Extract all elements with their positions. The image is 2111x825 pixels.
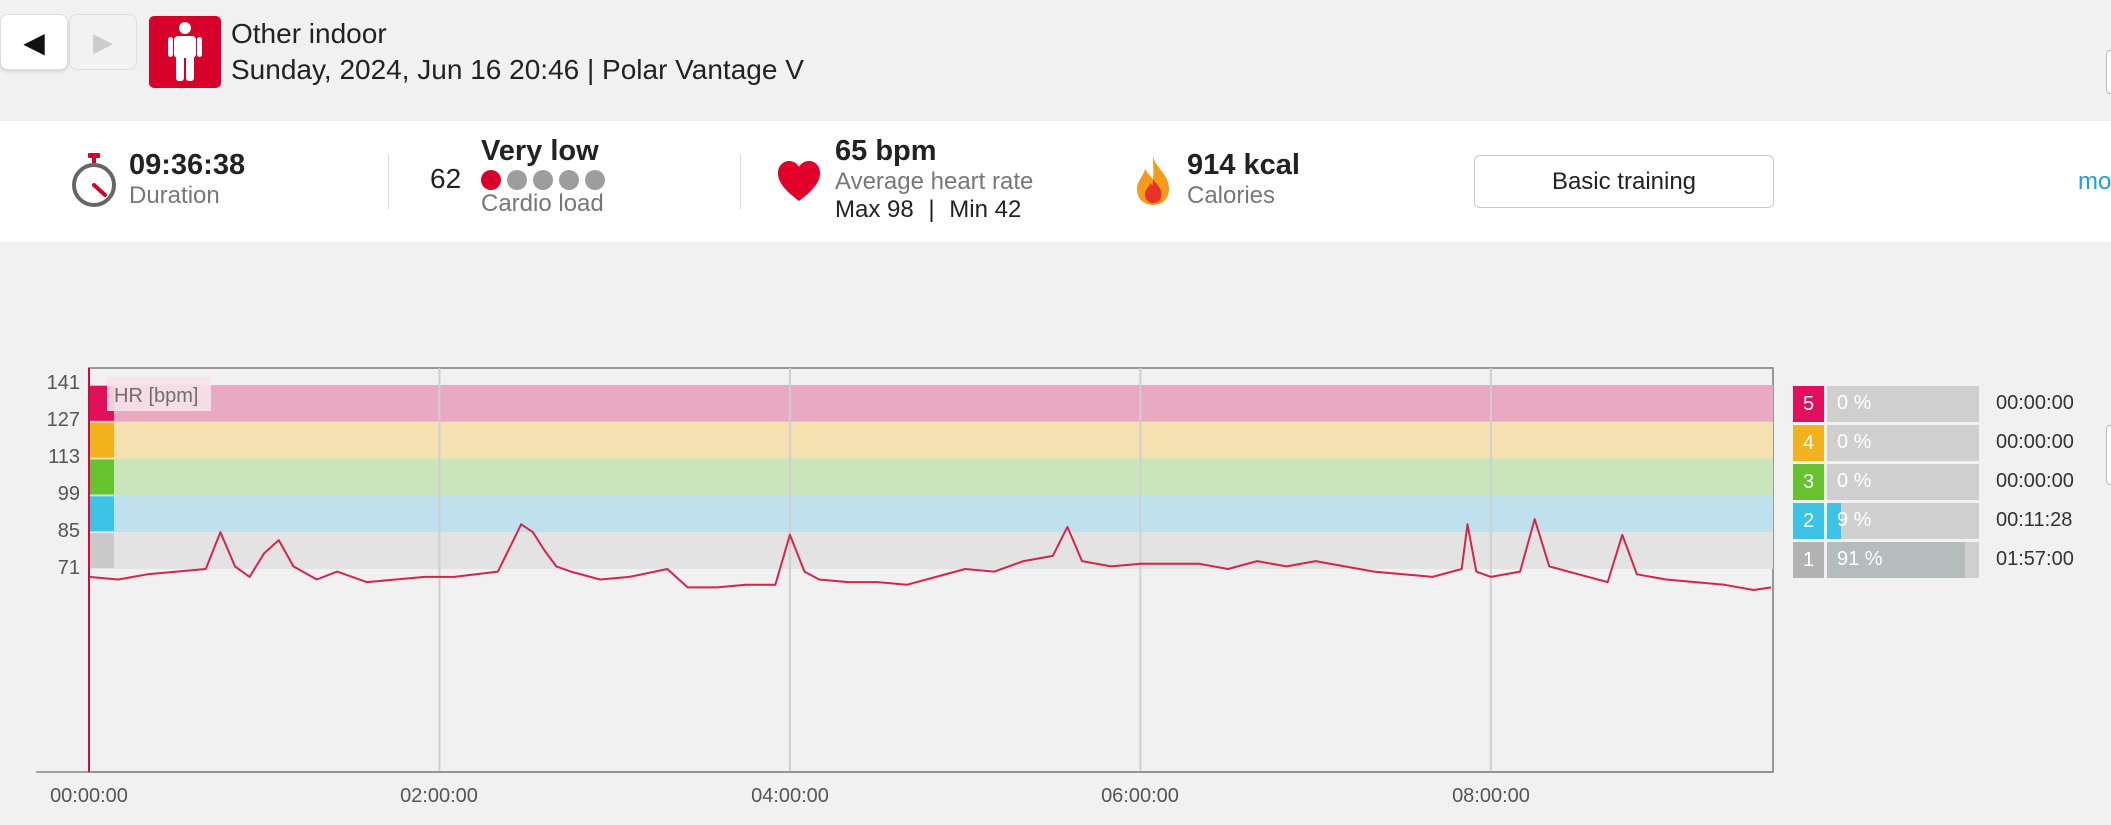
load-dot [481, 170, 501, 190]
zone-band-2 [89, 495, 1773, 533]
back-arrow-icon: ◀ [23, 26, 45, 58]
legend-box [107, 377, 211, 411]
x-tick-label: 08:00:00 [1452, 785, 1530, 807]
y-tick-label: 127 [46, 409, 80, 431]
forward-button[interactable]: ▶ [69, 14, 137, 70]
calories-label: Calories [1187, 182, 1276, 209]
cardio-load-dots [481, 170, 605, 190]
zone-row-1: 1 91 % [1793, 542, 1979, 578]
zone-row-3: 3 0 % [1793, 464, 1979, 500]
hr-minmax: Max 98 | Min 42 [835, 196, 1033, 224]
zone-time: 00:00:00 [1996, 431, 2074, 453]
load-dot [585, 170, 605, 190]
cardio-load-value: 62 [430, 163, 462, 194]
zone-fill [1827, 503, 1841, 539]
more-link[interactable]: mo [2078, 168, 2111, 195]
x-tick-label: 00:00:00 [50, 785, 128, 807]
load-dot [559, 170, 579, 190]
zone-time: 00:00:00 [1996, 470, 2074, 492]
zone-time: 00:00:00 [1996, 392, 2074, 414]
scrollbar-handle[interactable] [2106, 50, 2111, 94]
x-tick-label: 02:00:00 [400, 785, 478, 807]
stopwatch-icon [70, 153, 118, 214]
zone-marker-2 [90, 496, 114, 532]
avg-hr-value: 65 bpm [835, 135, 937, 167]
duration-value: 09:36:38 [129, 149, 246, 181]
zone-number: 3 [1793, 464, 1824, 500]
zone-percent: 0 % [1837, 431, 1872, 453]
zone-marker-3 [90, 459, 114, 495]
y-tick-label: 113 [48, 446, 80, 468]
zone-marker-4 [90, 422, 114, 458]
zone-marker-1 [90, 533, 114, 568]
zone-band-3 [89, 458, 1773, 496]
training-benefit-button[interactable]: Basic training [1474, 155, 1774, 208]
zone-time: 01:57:00 [1996, 548, 2074, 570]
zone-percent: 0 % [1837, 392, 1872, 414]
back-button[interactable]: ◀ [0, 14, 68, 70]
zone-percent: 91 % [1837, 548, 1883, 570]
zone-number: 1 [1793, 542, 1824, 578]
zone-bar: 9 % [1827, 503, 1979, 539]
session-meta: Sunday, 2024, Jun 16 20:46 | Polar Vanta… [231, 54, 804, 85]
x-tick-label: 04:00:00 [751, 785, 829, 807]
zone-band-1 [89, 532, 1773, 569]
calories-block: 914 kcal Calories [1187, 149, 1300, 210]
zone-bar: 0 % [1827, 425, 1979, 461]
y-tick-label: 85 [57, 520, 80, 542]
scrollbar-handle[interactable] [2106, 425, 2111, 485]
zone-bar: 0 % [1827, 386, 1979, 422]
x-tick-label: 06:00:00 [1101, 785, 1179, 807]
duration-block: 09:36:38 Duration [129, 149, 245, 210]
person-standing-icon [149, 16, 221, 88]
zone-band-4 [89, 421, 1773, 459]
heart-rate-block: 65 bpm Average heart rate Max 98 | Min 4… [835, 135, 1033, 224]
zone-row-2: 2 9 % [1793, 503, 1979, 539]
zone-number: 2 [1793, 503, 1824, 539]
zone-row-5: 5 0 % [1793, 386, 1979, 422]
zone-row-4: 4 0 % [1793, 425, 1979, 461]
calories-value: 914 kcal [1187, 149, 1300, 181]
cardio-load-level: Very low [481, 135, 599, 167]
cardio-load-block: Very low Cardio load [481, 135, 605, 218]
summary-strip: 09:36:38 Duration 62 Very low Cardio loa… [0, 121, 2111, 242]
zone-bar: 91 % [1827, 542, 1979, 578]
hr-series-line [88, 518, 1772, 591]
zone-percent: 0 % [1837, 470, 1872, 492]
cardio-load-label: Cardio load [481, 190, 604, 217]
zone-band-5 [89, 385, 1773, 422]
zone-number: 4 [1793, 425, 1824, 461]
y-tick-label: 141 [46, 372, 80, 394]
hr-max: Max 98 [835, 196, 914, 223]
load-dot [533, 170, 553, 190]
avg-hr-label: Average heart rate [835, 168, 1034, 195]
hr-sep: | [928, 196, 935, 223]
heart-icon [776, 159, 822, 208]
duration-label: Duration [129, 182, 220, 209]
zone-bar: 0 % [1827, 464, 1979, 500]
divider [740, 155, 741, 209]
zone-percent: 9 % [1837, 509, 1872, 531]
hr-min: Min 42 [949, 196, 1022, 223]
zone-number: 5 [1793, 386, 1824, 422]
y-tick-label: 99 [57, 483, 80, 505]
y-tick-label: 71 [57, 557, 80, 579]
sport-title: Other indoor [231, 18, 387, 49]
zone-time: 00:11:28 [1996, 509, 2073, 531]
divider [388, 155, 389, 209]
legend-label: HR [bpm] [114, 385, 198, 407]
forward-arrow-icon: ▶ [93, 26, 113, 57]
flame-icon [1133, 155, 1173, 212]
load-dot [507, 170, 527, 190]
zone-fill [1827, 542, 1966, 578]
